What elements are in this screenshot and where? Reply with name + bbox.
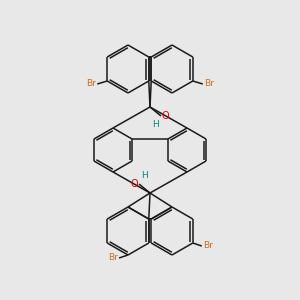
Text: H: H bbox=[141, 171, 148, 180]
Text: Br: Br bbox=[203, 242, 213, 250]
Text: H: H bbox=[152, 120, 159, 129]
Text: O: O bbox=[130, 179, 138, 189]
Text: Br: Br bbox=[108, 254, 118, 262]
Text: Br: Br bbox=[86, 80, 96, 88]
Text: Br: Br bbox=[204, 80, 214, 88]
Text: O: O bbox=[162, 111, 169, 121]
